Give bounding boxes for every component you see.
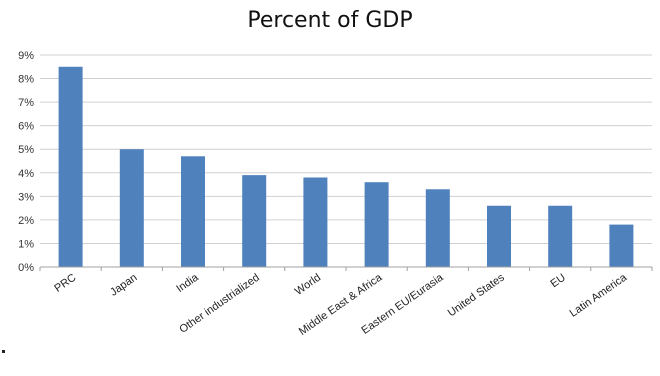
- y-tick-labels: 0% 1% 2% 3% 4% 5% 6% 7% 8% 9%: [18, 50, 34, 274]
- bar: [242, 175, 267, 267]
- x-tick-label: PRC: [52, 272, 78, 295]
- y-tick-label: 8%: [18, 74, 34, 86]
- x-tick-label: World: [293, 272, 323, 298]
- chart-title: Percent of GDP: [247, 8, 413, 33]
- x-tick-label: United States: [446, 271, 507, 319]
- x-tick-label: Japan: [108, 272, 139, 299]
- bar: [181, 156, 205, 267]
- x-tick-label: Latin America: [568, 271, 630, 320]
- y-tick-label: 4%: [18, 168, 34, 180]
- x-tick-label: EU: [549, 272, 568, 291]
- y-tick-label: 2%: [18, 215, 34, 227]
- bar: [303, 177, 328, 267]
- y-tick-label: 6%: [18, 121, 34, 133]
- stray-mark: [2, 350, 5, 353]
- y-tick-label: 0%: [18, 262, 34, 274]
- y-tick-label: 3%: [18, 191, 34, 203]
- y-tick-label: 7%: [18, 97, 34, 109]
- bars: [58, 66, 634, 268]
- bar: [119, 149, 144, 267]
- x-tick-label: India: [174, 271, 201, 295]
- bar: [548, 205, 573, 267]
- bar: [425, 189, 450, 267]
- bar: [58, 66, 83, 268]
- bar: [609, 224, 634, 267]
- y-tick-label: 9%: [18, 50, 34, 62]
- bar: [364, 182, 389, 267]
- axes: [39, 266, 653, 271]
- bar: [487, 205, 511, 267]
- y-tick-label: 1%: [18, 238, 34, 250]
- y-tick-label: 5%: [18, 144, 34, 156]
